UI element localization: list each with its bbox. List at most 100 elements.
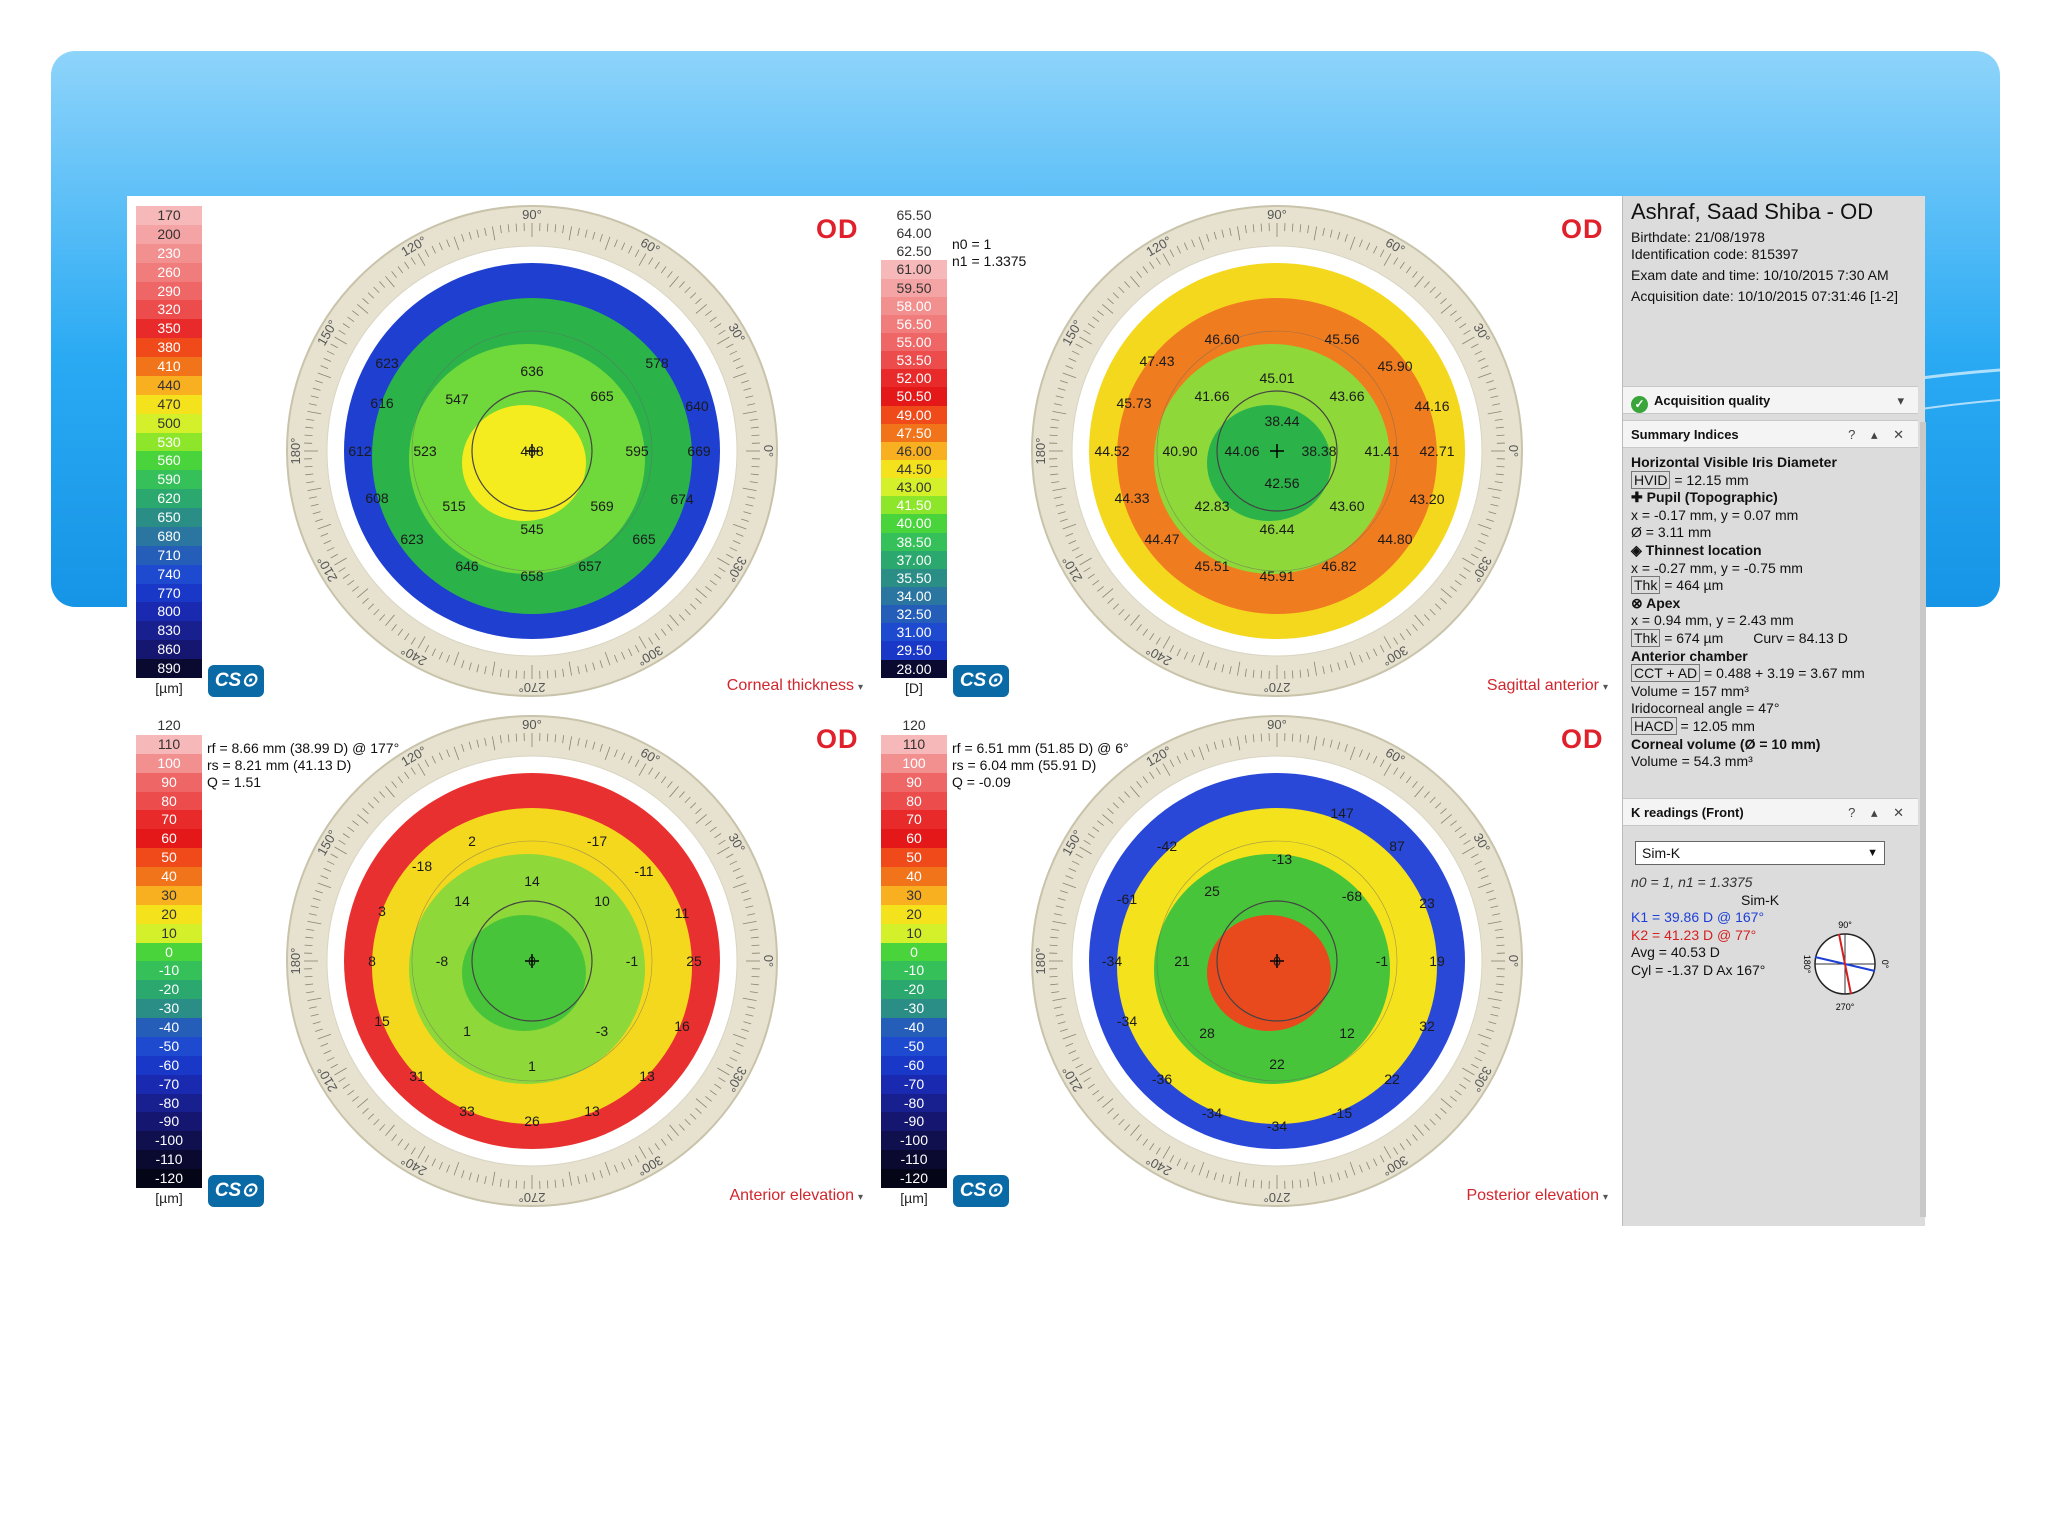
scale-label: 560 bbox=[136, 451, 202, 471]
map-value: 578 bbox=[645, 355, 669, 371]
map-value: 46.60 bbox=[1204, 331, 1239, 347]
color-scale: 65.50 64.00 62.50 61.00 59.50 58.00 56.50 55.00… bbox=[881, 206, 947, 696]
map-value: 10 bbox=[594, 893, 610, 909]
map-value: 0 bbox=[1273, 953, 1281, 969]
map-value: -36 bbox=[1152, 1071, 1172, 1087]
map-posterior-elevation[interactable]: 120 110 100 90 80 70 60 50 40 30 20 10 0 -10 -20 -30 -40… bbox=[872, 706, 1622, 1218]
scale-label: -100 bbox=[881, 1131, 947, 1151]
scale-label: 53.50 bbox=[881, 351, 947, 370]
scale-label: -120 bbox=[136, 1169, 202, 1188]
map-info: n0 = 1 n1 = 1.3375 bbox=[952, 236, 1026, 270]
map-value: 45.90 bbox=[1377, 358, 1412, 374]
map-anterior-elevation[interactable]: 120 110 100 90 80 70 60 50 40 30 20 10 0 -10 -20 -30 -40… bbox=[127, 706, 877, 1218]
dropdown-arrow-icon[interactable]: ▾ bbox=[1897, 393, 1910, 408]
k-readings-title: K readings (Front) bbox=[1631, 805, 1744, 820]
svg-text:270°: 270° bbox=[1836, 1002, 1855, 1012]
corneal-map[interactable]: 90°60°30°0°330°300°270°240°210°180°150°1… bbox=[282, 711, 782, 1211]
scale-label: 470 bbox=[136, 394, 202, 414]
map-corneal-thickness[interactable]: 170 200 230 260 290 320 350 380 410 440 470 500 530 5… bbox=[127, 196, 877, 708]
degree-label: 270° bbox=[1264, 680, 1291, 695]
map-value: 14 bbox=[524, 873, 540, 889]
map-value: 23 bbox=[1419, 895, 1435, 911]
scale-label: -40 bbox=[136, 1018, 202, 1037]
scale-label: 230 bbox=[136, 243, 202, 263]
map-zone-center bbox=[462, 405, 586, 521]
corneal-map[interactable]: 90°60°30°0°330°300°270°240°210°180°150°1… bbox=[282, 201, 782, 701]
map-value: -1 bbox=[1376, 953, 1389, 969]
map-value: 38.38 bbox=[1301, 443, 1336, 459]
map-value: 44.52 bbox=[1094, 443, 1129, 459]
hvid-heading: Horizontal Visible Iris Diameter bbox=[1631, 454, 1837, 470]
map-value: 43.20 bbox=[1409, 491, 1444, 507]
k1-value: K1 = 39.86 D @ 167° bbox=[1631, 909, 1765, 926]
scale-label: 890 bbox=[136, 659, 202, 678]
scale-label: 800 bbox=[136, 602, 202, 622]
acquisition-quality-bar[interactable]: ✓ Acquisition quality ▾ bbox=[1623, 386, 1918, 414]
map-value: 15 bbox=[374, 1013, 390, 1029]
map-value: -34 bbox=[1117, 1013, 1137, 1029]
map-value: 674 bbox=[670, 491, 694, 507]
scale-label: 30 bbox=[881, 885, 947, 905]
scale-label: 70 bbox=[136, 810, 202, 830]
scale-label: -50 bbox=[136, 1036, 202, 1056]
scale-label: 10 bbox=[881, 923, 947, 943]
map-title: Anterior elevation bbox=[729, 1187, 854, 1204]
thinnest-key: Thk bbox=[1631, 576, 1661, 595]
scale-label: 37.00 bbox=[881, 550, 947, 569]
map-title-dropdown[interactable]: Posterior elevation ▾ bbox=[1466, 1187, 1608, 1205]
scale-label: 290 bbox=[136, 281, 202, 301]
map-value: 665 bbox=[590, 388, 614, 404]
map-value: 657 bbox=[578, 558, 602, 574]
k-method-select[interactable]: Sim-K ▼ bbox=[1635, 841, 1885, 865]
scale-label: -30 bbox=[136, 999, 202, 1018]
apex-heading: Apex bbox=[1646, 594, 1681, 611]
map-title-dropdown[interactable]: Anterior elevation ▾ bbox=[729, 1187, 863, 1205]
apex-xy: x = 0.94 mm, y = 2.43 mm bbox=[1631, 612, 1794, 629]
scale-label: 20 bbox=[136, 904, 202, 924]
map-info: rf = 8.66 mm (38.99 D) @ 177° rs = 8.21 m… bbox=[207, 740, 399, 791]
scale-label: 46.00 bbox=[881, 441, 947, 460]
map-value: -42 bbox=[1157, 838, 1177, 854]
scale-label: 710 bbox=[136, 545, 202, 565]
identification-code: Identification code: 815397 bbox=[1631, 246, 1799, 262]
map-value: 21 bbox=[1174, 953, 1190, 969]
map-value: 42.83 bbox=[1194, 498, 1229, 514]
panel-controls-icon[interactable]: ? ▴ ✕ bbox=[1848, 427, 1910, 442]
degree-label: 0° bbox=[761, 445, 776, 457]
map-title: Corneal thickness bbox=[726, 677, 854, 694]
scale-label: 80 bbox=[136, 791, 202, 811]
corneal-map[interactable]: 90°60°30°0°330°300°270°240°210°180°150°1… bbox=[1027, 201, 1527, 701]
scale-label: 38.50 bbox=[881, 532, 947, 551]
map-sagittal-anterior[interactable]: 65.50 64.00 62.50 61.00 59.50 58.00 56.50 55.00… bbox=[872, 196, 1622, 708]
ac-angle: Iridocorneal angle = 47° bbox=[1631, 700, 1780, 717]
map-title-dropdown[interactable]: Corneal thickness ▾ bbox=[727, 677, 863, 695]
pupil-heading: Pupil (Topographic) bbox=[1646, 489, 1778, 506]
map-title: Posterior elevation bbox=[1466, 1187, 1599, 1204]
panel-controls-icon[interactable]: ? ▴ ✕ bbox=[1848, 805, 1910, 820]
map-value: -1 bbox=[626, 953, 639, 969]
map-value: 19 bbox=[1429, 953, 1445, 969]
corneal-map[interactable]: 90°60°30°0°330°300°270°240°210°180°150°1… bbox=[1027, 711, 1527, 1211]
svg-text:90°: 90° bbox=[1838, 920, 1852, 930]
scale-label: 28.00 bbox=[881, 659, 947, 678]
degree-label: 270° bbox=[519, 1190, 546, 1205]
corneal-volume-heading: Corneal volume (Ø = 10 mm) bbox=[1631, 735, 1821, 752]
map-value: -13 bbox=[1272, 851, 1292, 867]
scale-label: 60 bbox=[136, 829, 202, 849]
scale-label: -60 bbox=[136, 1055, 202, 1075]
map-value: -18 bbox=[412, 858, 432, 874]
map-value: 658 bbox=[520, 568, 544, 584]
scale-label: 62.50 bbox=[881, 242, 947, 261]
side-scrollbar[interactable] bbox=[1920, 422, 1926, 1217]
k-readings-bar[interactable]: K readings (Front) ? ▴ ✕ bbox=[1623, 798, 1918, 826]
simk-label: Sim-K bbox=[1741, 891, 1780, 908]
scale-label: 31.00 bbox=[881, 623, 947, 642]
scale-label: -40 bbox=[881, 1018, 947, 1037]
map-value: 13 bbox=[639, 1068, 655, 1084]
summary-indices-bar[interactable]: Summary Indices ? ▴ ✕ bbox=[1623, 420, 1918, 448]
map-value: 0 bbox=[528, 953, 536, 969]
map-value: 488 bbox=[520, 443, 544, 459]
map-value: 32 bbox=[1419, 1018, 1435, 1034]
map-title-dropdown[interactable]: Sagittal anterior ▾ bbox=[1487, 677, 1608, 695]
apex-value: = 674 µm bbox=[1660, 629, 1724, 646]
